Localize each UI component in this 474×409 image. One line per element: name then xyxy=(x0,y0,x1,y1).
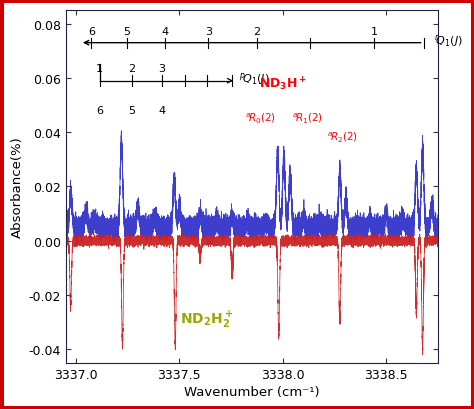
Text: 4: 4 xyxy=(161,27,168,37)
X-axis label: Wavenumber (cm⁻¹): Wavenumber (cm⁻¹) xyxy=(184,385,319,398)
Text: $^a\!R_1(2)$: $^a\!R_1(2)$ xyxy=(292,111,323,125)
Text: 6: 6 xyxy=(96,106,103,116)
Text: 2: 2 xyxy=(128,63,135,73)
Text: $^r\!Q_1(J)$: $^r\!Q_1(J)$ xyxy=(434,33,463,49)
Text: 5: 5 xyxy=(128,106,135,116)
Text: 1: 1 xyxy=(96,63,103,73)
Text: 5: 5 xyxy=(123,27,130,37)
Text: $\mathbf{ND_2H_2^+}$: $\mathbf{ND_2H_2^+}$ xyxy=(180,309,233,330)
Text: $^a\!R_0(2)$: $^a\!R_0(2)$ xyxy=(245,111,275,125)
Text: 6: 6 xyxy=(88,27,95,37)
Text: 1: 1 xyxy=(371,27,377,37)
Text: 2: 2 xyxy=(254,27,261,37)
Text: $^p\!Q_1(J)$: $^p\!Q_1(J)$ xyxy=(239,71,270,87)
Text: $^a\!R_2(2)$: $^a\!R_2(2)$ xyxy=(328,130,358,144)
Text: $\mathbf{ND_3H^+}$: $\mathbf{ND_3H^+}$ xyxy=(259,75,307,92)
Text: 4: 4 xyxy=(158,106,165,116)
Y-axis label: Absorbance(%): Absorbance(%) xyxy=(11,136,24,238)
Text: 3: 3 xyxy=(205,27,212,37)
Text: 3: 3 xyxy=(158,63,165,73)
